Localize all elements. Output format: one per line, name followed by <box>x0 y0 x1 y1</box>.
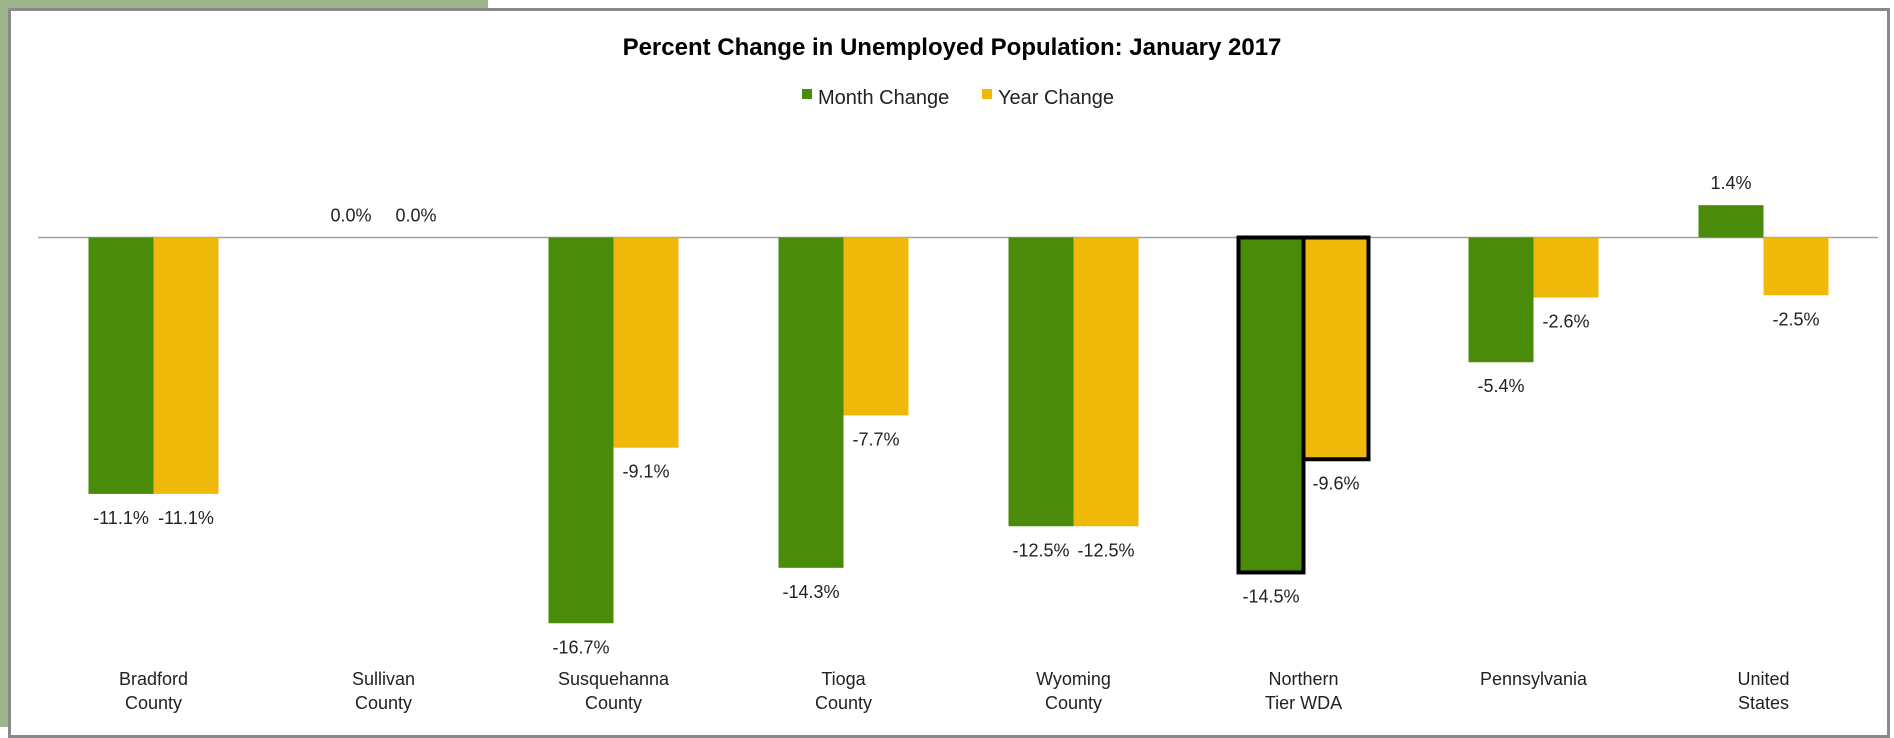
data-label-month-4: -12.5% <box>1012 540 1069 560</box>
category-label-7-line-0: United <box>1737 669 1789 689</box>
category-label-5-line-0: Northern <box>1268 669 1338 689</box>
category-label-0-line-0: Bradford <box>119 669 188 689</box>
bar-month-6 <box>1468 237 1534 363</box>
bar-month-5 <box>1236 235 1306 575</box>
data-label-year-1: 0.0% <box>395 206 436 226</box>
decorative-top-stripe <box>0 0 488 8</box>
data-label-month-7: 1.4% <box>1710 173 1751 193</box>
category-label-3-line-0: Tioga <box>821 669 866 689</box>
decorative-left-stripe <box>0 0 8 727</box>
legend-swatch-year <box>982 89 992 99</box>
bar-month-3 <box>778 237 844 568</box>
category-label-5-line-1: Tier WDA <box>1265 693 1342 713</box>
data-labels-group: -11.1% -11.1% 0.0% 0.0% -16.7% -9.1% -14.3% -7.… <box>93 173 1819 657</box>
category-label-6-line-0: Pennsylvania <box>1480 669 1588 689</box>
data-label-month-1: 0.0% <box>330 206 371 226</box>
data-label-year-2: -9.1% <box>622 462 669 482</box>
bar-year-2 <box>613 237 679 448</box>
bar-year-6 <box>1533 237 1599 298</box>
category-label-1-line-1: County <box>355 693 412 713</box>
bar-month-0 <box>88 237 154 494</box>
legend: Month Change Year Change <box>802 87 1114 109</box>
data-label-month-0: -11.1% <box>93 508 149 528</box>
category-label-7-line-1: States <box>1738 693 1789 713</box>
chart-title: Percent Change in Unemployed Population:… <box>623 34 1282 61</box>
bar-month-7 <box>1698 205 1764 238</box>
data-label-month-5: -14.5% <box>1242 586 1299 606</box>
data-label-year-3: -7.7% <box>852 429 899 449</box>
legend-swatch-month <box>802 89 812 99</box>
data-label-year-5: -9.6% <box>1312 473 1359 493</box>
bar-year-4 <box>1073 237 1139 527</box>
category-label-4-line-1: County <box>1045 693 1102 713</box>
bars-group <box>88 205 1829 624</box>
category-label-3-line-1: County <box>815 693 872 713</box>
category-label-4-line-0: Wyoming <box>1036 669 1111 689</box>
data-label-year-6: -2.6% <box>1542 312 1589 332</box>
bar-month-4 <box>1008 237 1074 527</box>
category-label-2-line-0: Susquehanna <box>558 669 670 689</box>
category-labels-group: Bradford County Sullivan County Susquehanna C… <box>119 669 1790 713</box>
bar-year-7 <box>1763 237 1829 296</box>
data-label-year-7: -2.5% <box>1772 309 1819 329</box>
bar-year-5 <box>1301 235 1371 462</box>
data-label-year-0: -11.1% <box>158 508 214 528</box>
data-label-month-6: -5.4% <box>1477 376 1524 396</box>
chart-frame <box>8 8 1890 738</box>
category-label-1-line-0: Sullivan <box>352 669 415 689</box>
bar-year-3 <box>843 237 909 416</box>
data-label-month-2: -16.7% <box>552 637 609 657</box>
bar-year-0 <box>153 237 219 494</box>
bar-month-2 <box>548 237 614 624</box>
category-label-2-line-1: County <box>585 693 642 713</box>
legend-label-month: Month Change <box>818 87 949 109</box>
legend-label-year: Year Change <box>998 87 1114 109</box>
data-label-year-4: -12.5% <box>1077 540 1134 560</box>
data-label-month-3: -14.3% <box>782 582 839 602</box>
category-label-0-line-1: County <box>125 693 182 713</box>
